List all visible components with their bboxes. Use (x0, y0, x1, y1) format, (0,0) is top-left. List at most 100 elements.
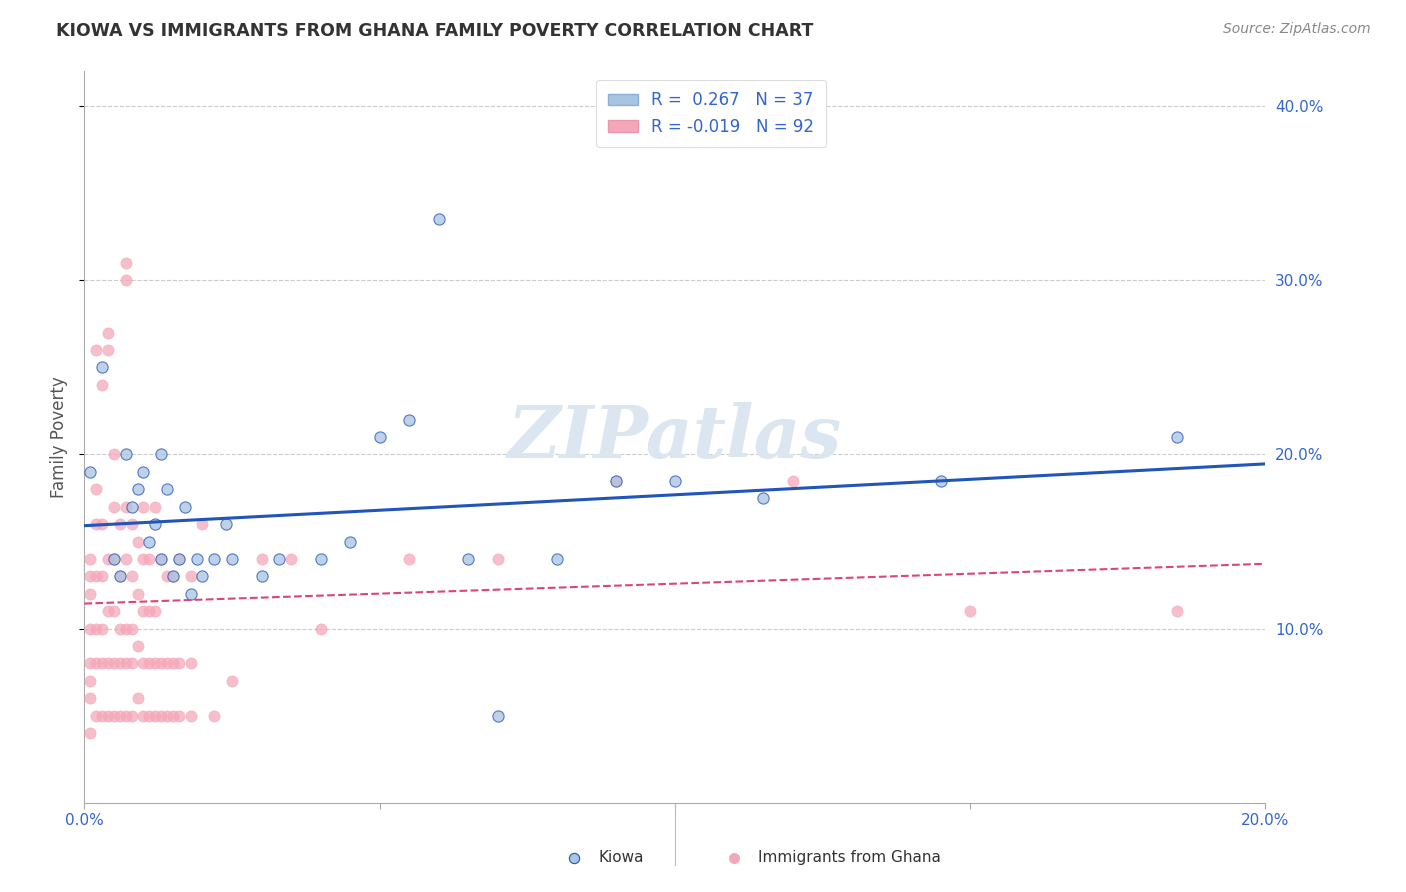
Point (91, 622, 114, 636)
Point (103, 604, 125, 618)
Point (782, 474, 804, 488)
Point (103, 552, 125, 566)
Point (97, 657, 120, 671)
Point (103, 448, 125, 462)
Point (180, 587, 202, 601)
Point (91, 657, 114, 671)
Point (121, 500, 143, 514)
Point (132, 500, 155, 514)
Point (167, 552, 190, 566)
Point (138, 552, 160, 566)
Point (103, 708, 125, 723)
Point (605, 474, 627, 488)
Point (457, 552, 479, 566)
Point (167, 552, 190, 566)
Point (486, 552, 509, 566)
Point (121, 517, 143, 532)
Point (121, 708, 143, 723)
Point (156, 483, 179, 497)
Point (121, 622, 143, 636)
Point (132, 657, 155, 671)
Point (79, 552, 101, 566)
Point (143, 604, 166, 618)
Point (91, 708, 114, 723)
Point (138, 708, 160, 723)
Point (91, 360, 114, 375)
Point (162, 657, 184, 671)
Point (191, 569, 214, 583)
Point (150, 552, 173, 566)
Point (202, 552, 225, 566)
Point (114, 657, 136, 671)
Point (91, 517, 114, 532)
Point (97, 343, 120, 357)
Point (167, 708, 190, 723)
Point (79, 622, 101, 636)
Point (250, 552, 273, 566)
Point (108, 657, 131, 671)
Point (156, 708, 179, 723)
Point (221, 552, 243, 566)
Point (180, 708, 202, 723)
Point (186, 552, 208, 566)
Point (280, 552, 302, 566)
Point (91, 377, 114, 392)
Point (132, 552, 155, 566)
Point (180, 569, 202, 583)
Point (79, 657, 101, 671)
Text: KIOWA VS IMMIGRANTS FROM GHANA FAMILY POVERTY CORRELATION CHART: KIOWA VS IMMIGRANTS FROM GHANA FAMILY PO… (56, 22, 814, 40)
Point (103, 552, 125, 566)
Point (103, 657, 125, 671)
Point (114, 708, 136, 723)
Point (103, 500, 125, 514)
Point (108, 517, 131, 532)
Point (127, 691, 149, 706)
Point (162, 569, 184, 583)
Point (143, 657, 166, 671)
Text: Source: ZipAtlas.com: Source: ZipAtlas.com (1223, 22, 1371, 37)
Point (191, 517, 214, 532)
Point (929, 474, 952, 488)
Point (114, 622, 136, 636)
Point (84, 343, 107, 357)
Point (132, 708, 155, 723)
Point (752, 491, 775, 505)
Point (91, 569, 114, 583)
Point (127, 639, 149, 653)
Point (427, 212, 450, 227)
Point (959, 604, 981, 618)
Point (150, 552, 173, 566)
Point (162, 708, 184, 723)
Point (150, 708, 173, 723)
Point (269, 552, 291, 566)
Point (121, 657, 143, 671)
Point (108, 708, 131, 723)
Point (84, 657, 107, 671)
Point (114, 273, 136, 287)
Text: Kiowa: Kiowa (598, 850, 644, 865)
Legend: R =  0.267   N = 37, R = -0.019   N = 92: R = 0.267 N = 37, R = -0.019 N = 92 (596, 79, 825, 147)
Point (215, 517, 238, 532)
Point (486, 708, 509, 723)
Point (97, 604, 120, 618)
Point (250, 569, 273, 583)
Point (221, 673, 243, 688)
Point (605, 474, 627, 488)
Point (156, 569, 179, 583)
Point (114, 500, 136, 514)
Point (1166, 430, 1188, 444)
Point (127, 534, 149, 549)
Point (167, 657, 190, 671)
Point (84, 569, 107, 583)
Point (79, 726, 101, 740)
Point (339, 534, 361, 549)
Point (79, 569, 101, 583)
Point (368, 430, 391, 444)
Point (108, 622, 131, 636)
Point (202, 708, 225, 723)
Point (138, 657, 160, 671)
Point (97, 326, 120, 340)
Point (79, 587, 101, 601)
Point (79, 673, 101, 688)
Point (162, 569, 184, 583)
